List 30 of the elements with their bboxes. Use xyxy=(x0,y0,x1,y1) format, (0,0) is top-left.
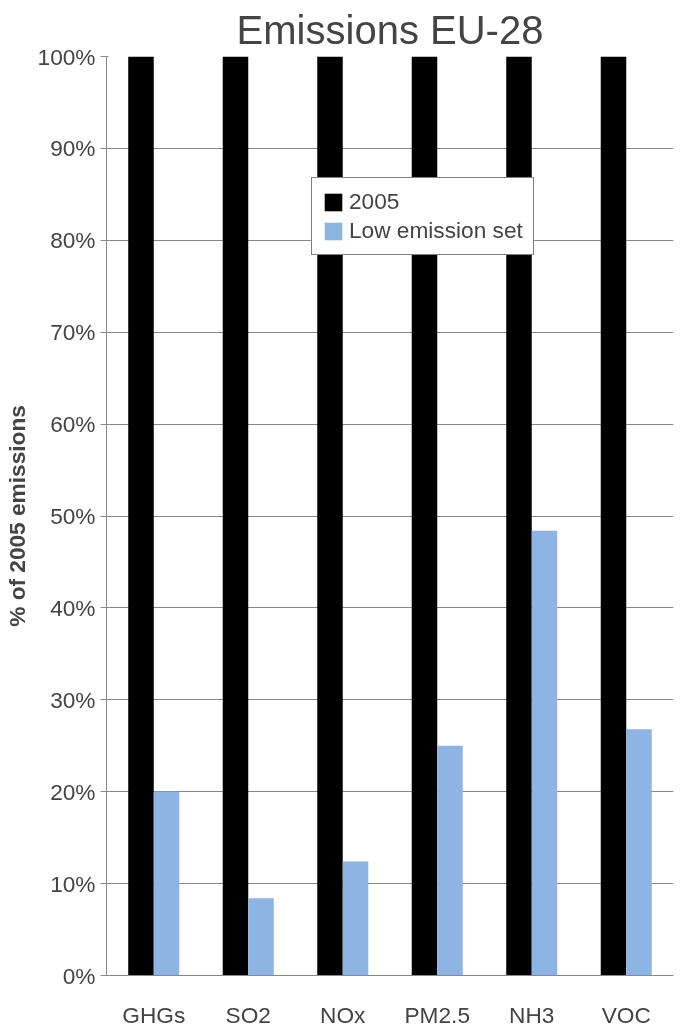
x-tick-label: PM2.5 xyxy=(404,1001,470,1028)
x-tick-label: SO2 xyxy=(225,1001,271,1028)
bar xyxy=(600,56,627,976)
bar xyxy=(222,56,249,976)
y-axis-title: % of 2005 emissions xyxy=(3,405,30,627)
bar xyxy=(437,745,463,976)
y-tick-label: 40% xyxy=(50,594,96,621)
x-tick-label: NOx xyxy=(320,1001,367,1028)
legend-label: 2005 xyxy=(349,188,400,215)
legend-label: Low emission set xyxy=(349,217,523,244)
y-tick-label: 80% xyxy=(50,227,96,254)
x-tick-label: VOC xyxy=(601,1001,651,1028)
bar xyxy=(248,898,274,976)
y-tick-label: 100% xyxy=(37,43,96,70)
y-tick-label: 10% xyxy=(50,870,96,897)
bar xyxy=(153,791,180,976)
chart-title: Emissions EU-28 xyxy=(236,7,544,52)
y-tick-label: 90% xyxy=(50,135,96,162)
y-tick-label: 50% xyxy=(50,503,96,529)
bar xyxy=(342,861,369,976)
y-tick-label: 0% xyxy=(62,962,96,989)
y-tick-label: 60% xyxy=(50,411,96,438)
bar xyxy=(626,729,652,976)
bar xyxy=(128,56,154,976)
x-tick-label: GHGs xyxy=(122,1001,186,1028)
y-tick-label: 30% xyxy=(50,686,96,713)
y-tick-label: 20% xyxy=(50,778,96,805)
x-tick-label: NH3 xyxy=(509,1001,555,1028)
y-tick-label: 70% xyxy=(50,319,96,346)
bar xyxy=(531,530,558,976)
